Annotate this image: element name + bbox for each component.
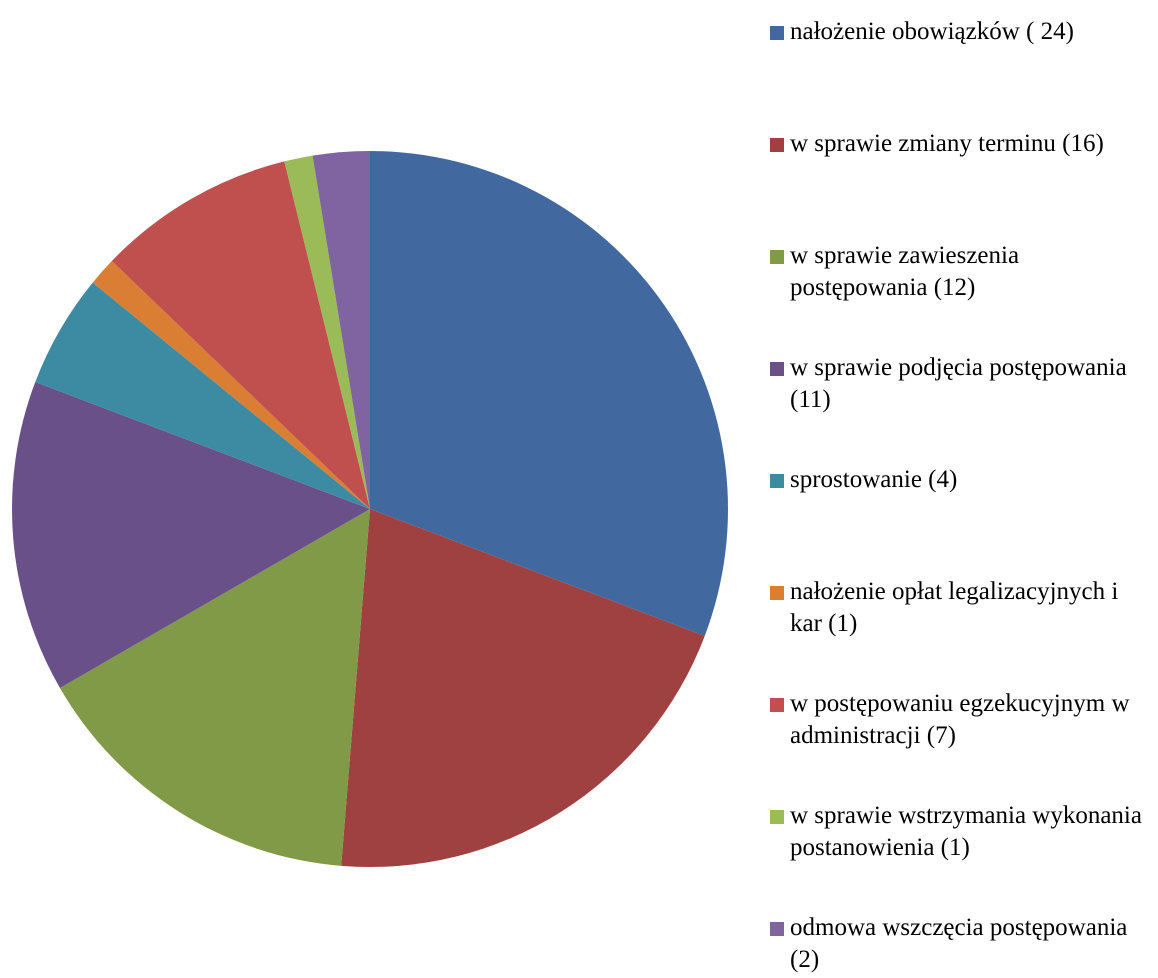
legend-item: w sprawie wstrzymania wykonania postanow… — [770, 800, 1156, 864]
legend-swatch — [770, 474, 784, 488]
legend-swatch — [770, 698, 784, 712]
pie-slice-4 — [11, 382, 370, 688]
legend-swatch — [770, 362, 784, 376]
legend-label: odmowa wszczęcia postępowania (2) — [790, 914, 1128, 973]
legend-swatch — [770, 250, 784, 264]
legend-swatch — [770, 138, 784, 152]
legend-swatch — [770, 810, 784, 824]
legend-label: w sprawie zawieszenia postępowania (12) — [790, 242, 1020, 301]
pie-slice-2 — [341, 509, 705, 868]
legend-item: nałożenie obowiązków ( 24) — [770, 16, 1156, 48]
pie-slice-9 — [312, 151, 370, 509]
pie-slice-7 — [111, 161, 370, 509]
pie-chart — [11, 151, 729, 868]
pie-slice-1 — [370, 151, 729, 636]
legend-item: w sprawie zmiany terminu (16) — [770, 128, 1156, 160]
legend-label: nałożenie obowiązków ( 24) — [790, 18, 1074, 45]
legend-label: w postępowaniu egzekucyjnym w administra… — [790, 690, 1130, 749]
pie-slice-3 — [59, 509, 371, 866]
legend-swatch — [770, 26, 784, 40]
legend-label: sprostowanie (4) — [790, 466, 958, 493]
pie-slice-8 — [284, 155, 370, 509]
legend-swatch — [770, 922, 784, 936]
legend-label: nałożenie opłat legalizacyjnych i kar (1… — [790, 578, 1119, 637]
legend-item: w sprawie zawieszenia postępowania (12) — [770, 240, 1156, 304]
legend-item: sprostowanie (4) — [770, 464, 1156, 496]
legend-item: w postępowaniu egzekucyjnym w administra… — [770, 688, 1156, 752]
legend: nałożenie obowiązków ( 24) w sprawie zmia… — [770, 0, 1158, 978]
legend-item: odmowa wszczęcia postępowania (2) — [770, 912, 1156, 976]
legend-item: w sprawie podjęcia postępowania (11) — [770, 352, 1156, 416]
legend-swatch — [770, 586, 784, 600]
legend-label: w sprawie zmiany terminu (16) — [790, 130, 1104, 157]
legend-label: w sprawie podjęcia postępowania (11) — [790, 354, 1127, 413]
pie-slice-6 — [92, 261, 370, 509]
pie-slice-5 — [35, 282, 370, 509]
legend-label: w sprawie wstrzymania wykonania postanow… — [790, 802, 1142, 861]
legend-item: nałożenie opłat legalizacyjnych i kar (1… — [770, 576, 1156, 640]
